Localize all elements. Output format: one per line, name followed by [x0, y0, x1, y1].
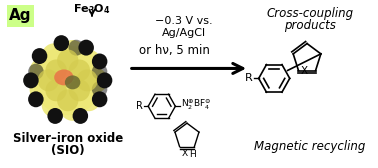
Circle shape	[97, 72, 112, 88]
Text: Ag: Ag	[9, 8, 31, 23]
Circle shape	[29, 77, 55, 103]
Text: products: products	[284, 19, 336, 32]
Text: Cross-coupling: Cross-coupling	[266, 7, 354, 20]
Circle shape	[57, 89, 78, 111]
Ellipse shape	[65, 75, 81, 89]
Circle shape	[69, 59, 90, 81]
Circle shape	[76, 69, 98, 91]
Circle shape	[92, 81, 107, 97]
Circle shape	[45, 79, 67, 101]
Circle shape	[73, 108, 88, 124]
Circle shape	[38, 69, 59, 91]
Text: (SIO): (SIO)	[51, 144, 85, 157]
Circle shape	[69, 79, 90, 101]
Circle shape	[54, 35, 69, 51]
Circle shape	[47, 108, 63, 124]
Text: X: X	[301, 66, 308, 76]
Circle shape	[92, 53, 107, 69]
Ellipse shape	[33, 46, 103, 115]
Circle shape	[45, 59, 67, 81]
Circle shape	[60, 95, 85, 121]
Circle shape	[92, 91, 107, 107]
Text: $\mathbf{Fe_3O_4}$: $\mathbf{Fe_3O_4}$	[73, 2, 111, 16]
Ellipse shape	[54, 69, 74, 85]
FancyBboxPatch shape	[7, 5, 34, 27]
Text: X: X	[181, 149, 187, 158]
Text: or hν, 5 min: or hν, 5 min	[139, 44, 210, 57]
Circle shape	[78, 40, 94, 56]
Text: −0.3 V vs.: −0.3 V vs.	[155, 16, 213, 26]
Circle shape	[57, 50, 78, 71]
Text: R: R	[245, 73, 253, 83]
Circle shape	[32, 48, 47, 64]
Circle shape	[28, 64, 44, 80]
Text: R: R	[136, 101, 143, 111]
Circle shape	[68, 40, 84, 56]
Circle shape	[42, 43, 67, 69]
Circle shape	[29, 58, 55, 84]
Text: H: H	[189, 150, 196, 159]
Text: Silver–iron oxide: Silver–iron oxide	[12, 132, 123, 145]
Circle shape	[92, 64, 107, 80]
Circle shape	[76, 85, 101, 111]
Text: Ag/AgCl: Ag/AgCl	[162, 28, 206, 38]
Circle shape	[76, 50, 101, 75]
Circle shape	[42, 92, 67, 117]
Circle shape	[60, 40, 85, 66]
Circle shape	[82, 67, 107, 93]
Text: Magnetic recycling: Magnetic recycling	[254, 140, 366, 153]
Text: N$_2^{\oplus}$BF$_4^{\ominus}$: N$_2^{\oplus}$BF$_4^{\ominus}$	[181, 98, 212, 112]
Circle shape	[23, 72, 39, 88]
Circle shape	[28, 91, 43, 107]
